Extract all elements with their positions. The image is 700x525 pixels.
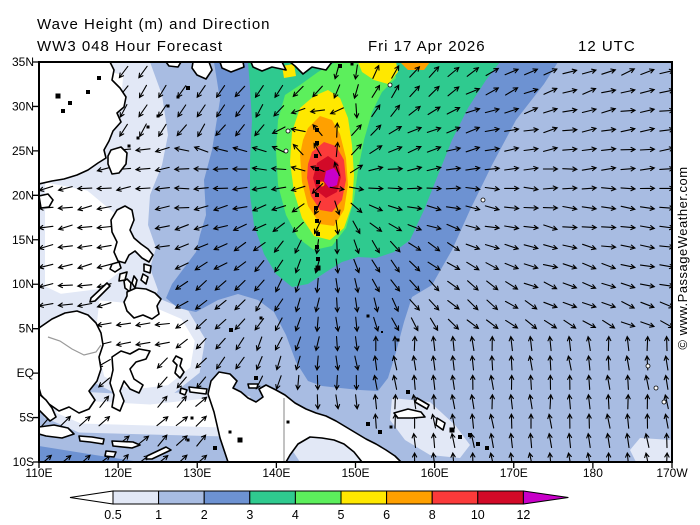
watermark: © www.PassageWeather.com bbox=[675, 166, 690, 349]
lon-label: 130E bbox=[183, 466, 211, 480]
valid-time-label: 12 UTC bbox=[578, 38, 636, 55]
lon-label: 180 bbox=[583, 466, 603, 480]
colorbar-tick-label: 0.5 bbox=[104, 508, 121, 522]
island-buru bbox=[179, 387, 188, 396]
wave-direction-arrows bbox=[39, 64, 672, 462]
colorbar-arrow-below-min bbox=[69, 490, 114, 505]
lon-label: 170W bbox=[656, 466, 688, 480]
island-seram bbox=[188, 386, 208, 395]
lat-label: 15N bbox=[12, 233, 34, 247]
region-0p5-1m-corner bbox=[630, 438, 672, 462]
colorbar: 0.5 1 2 3 4 5 6 8 10 12 bbox=[69, 490, 569, 522]
lat-label: 5N bbox=[19, 322, 34, 336]
island-china bbox=[39, 62, 127, 185]
valid-date-label: Fri 17 Apr 2026 bbox=[368, 38, 486, 55]
island-new-britain bbox=[393, 408, 426, 419]
region-5-6m-north bbox=[358, 62, 398, 84]
island-samar bbox=[143, 263, 152, 274]
island-sulawesi bbox=[109, 348, 151, 412]
lon-label: 160E bbox=[421, 466, 449, 480]
axis-ticks bbox=[33, 61, 673, 468]
lat-label: 20N bbox=[12, 188, 34, 202]
island-luzon bbox=[110, 205, 154, 264]
colorbar-tick-label: 12 bbox=[516, 508, 530, 522]
colorbar-tick-label: 1 bbox=[155, 508, 162, 522]
colorbar-tick-label: 4 bbox=[292, 508, 299, 522]
island-kyushu bbox=[191, 62, 213, 80]
island-mindanao bbox=[123, 287, 162, 320]
lon-label: 120E bbox=[104, 466, 132, 480]
map-frame bbox=[33, 61, 673, 468]
tiny-island-dot bbox=[283, 148, 289, 154]
colorbar-segment bbox=[158, 490, 205, 505]
colorbar-tick-label: 2 bbox=[201, 508, 208, 522]
colorbar-segment bbox=[340, 490, 388, 505]
colorbar-arrow-above-max bbox=[522, 490, 569, 505]
colorbar-segment bbox=[431, 490, 479, 505]
region-2-3m-sw-corner bbox=[39, 446, 140, 462]
lat-label: 30N bbox=[12, 99, 34, 113]
island-honshu-east bbox=[289, 62, 333, 75]
island-sumba bbox=[104, 450, 117, 458]
colorbar-tick-label: 8 bbox=[429, 508, 436, 522]
island-hainan bbox=[39, 193, 54, 209]
lat-label: 10N bbox=[12, 277, 34, 291]
lat-label: 25N bbox=[12, 144, 34, 158]
island-timor bbox=[145, 446, 172, 460]
island-bali-chain bbox=[78, 435, 105, 445]
lat-label: 35N bbox=[12, 55, 34, 69]
border-borneo bbox=[47, 336, 102, 356]
ocean-shading-layer bbox=[39, 62, 672, 462]
tiny-island-dot bbox=[285, 128, 291, 134]
colorbar-tick-label: 3 bbox=[246, 508, 253, 522]
colorbar-segment bbox=[294, 490, 342, 505]
colorbar-tick-label: 6 bbox=[383, 508, 390, 522]
colorbar-segment bbox=[112, 490, 160, 505]
colorbar-segment bbox=[386, 490, 433, 505]
tiny-island-dot bbox=[480, 197, 486, 203]
wave-direction-arrows-layer bbox=[39, 64, 672, 462]
island-honshu-west bbox=[250, 62, 287, 72]
tiny-island-dot bbox=[661, 399, 667, 405]
lat-label: EQ bbox=[17, 366, 34, 380]
island-halmahera bbox=[172, 355, 185, 379]
lat-label: 10S bbox=[13, 455, 34, 469]
island-yapen bbox=[247, 383, 259, 389]
region-0p5-1m-papua-gulf bbox=[292, 436, 366, 462]
colorbar-segment bbox=[203, 490, 251, 505]
island-korea bbox=[165, 62, 182, 68]
tiny-island-dot bbox=[653, 385, 659, 391]
lon-label: 140E bbox=[262, 466, 290, 480]
island-new-guinea bbox=[207, 371, 402, 462]
model-run-label: WW3 048 Hour Forecast bbox=[37, 38, 224, 55]
island-taiwan bbox=[107, 146, 128, 175]
island-new-ireland bbox=[414, 397, 430, 410]
colorbar-segment bbox=[477, 490, 524, 505]
island-bougainville bbox=[435, 417, 446, 431]
island-palawan bbox=[89, 282, 111, 303]
land-layer bbox=[39, 62, 667, 462]
lat-label: 5S bbox=[19, 411, 34, 425]
page-title: Wave Height (m) and Direction bbox=[37, 16, 271, 33]
island-leyte bbox=[140, 273, 149, 285]
colorbar-tick-label: 5 bbox=[338, 508, 345, 522]
lon-label: 150E bbox=[341, 466, 369, 480]
colorbar-segment bbox=[249, 490, 296, 505]
island-negros bbox=[123, 278, 132, 293]
island-mindoro bbox=[109, 261, 122, 273]
tiny-island-dot bbox=[645, 363, 651, 369]
tiny-island-dot bbox=[387, 82, 393, 88]
island-flores bbox=[111, 440, 141, 449]
island-java bbox=[39, 424, 75, 439]
island-shikoku bbox=[219, 62, 245, 73]
lon-label: 110E bbox=[25, 466, 52, 480]
island-borneo bbox=[39, 310, 104, 414]
region-over-12m-storm-core bbox=[324, 168, 339, 188]
colorbar-tick-label: 10 bbox=[471, 508, 485, 522]
lon-label: 170E bbox=[500, 466, 528, 480]
region-6-8m-north bbox=[400, 62, 430, 70]
